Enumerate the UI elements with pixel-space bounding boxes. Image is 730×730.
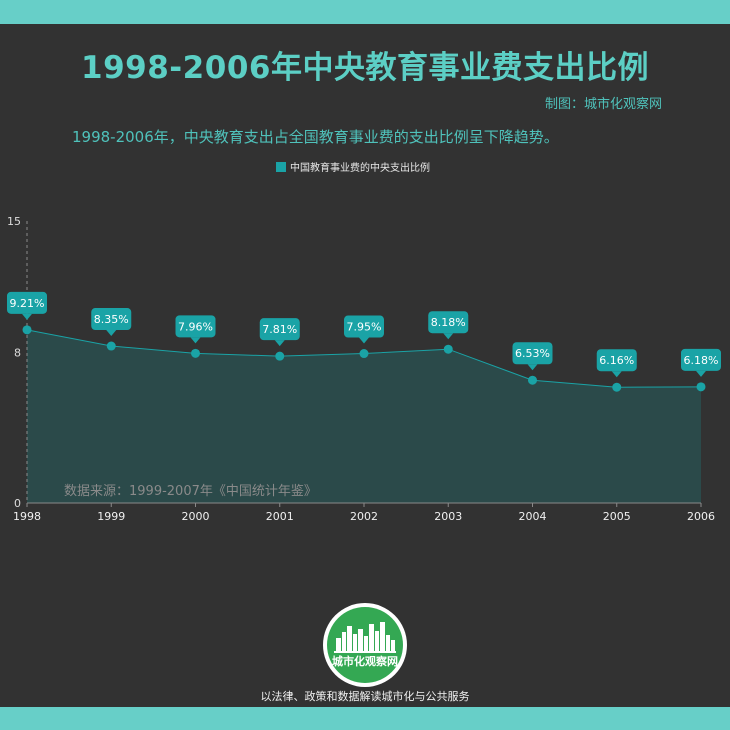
data-point xyxy=(22,325,32,335)
source-note: 数据来源：1999-2007年《中国统计年鉴》 xyxy=(64,484,317,499)
slogan: 以法律、政策和数据解读城市化与公共服务 xyxy=(260,690,470,703)
data-label: 8.35% xyxy=(94,313,129,326)
data-label-pointer xyxy=(106,330,117,337)
data-label-pointer xyxy=(611,371,622,378)
data-label: 6.18% xyxy=(684,354,719,367)
legend-label: 中国教育事业费的中央支出比例 xyxy=(290,163,430,174)
data-label-pointer xyxy=(22,313,32,320)
data-label-box xyxy=(681,348,721,371)
data-point xyxy=(359,349,369,359)
data-label-box xyxy=(175,315,216,338)
x-tick-label: 2005 xyxy=(603,510,631,523)
data-label-pointer xyxy=(443,333,454,340)
data-label-pointer xyxy=(696,370,706,377)
data-label-box xyxy=(344,315,384,338)
x-tick-label: 2004 xyxy=(519,510,547,523)
data-point xyxy=(275,351,285,361)
x-tick-label: 2006 xyxy=(687,510,715,523)
x-tick-label: 2000 xyxy=(182,510,210,523)
data-label-pointer xyxy=(527,364,538,371)
data-label-pointer xyxy=(190,337,201,344)
data-point xyxy=(612,382,622,392)
bottom-band xyxy=(0,707,730,730)
legend: 中国教育事业费的中央支出比例 xyxy=(276,159,430,174)
chart-title: 1998-2006年中央教育事业费支出比例 xyxy=(81,50,649,86)
legend-swatch xyxy=(276,161,286,172)
data-label-box xyxy=(428,311,469,334)
data-label: 9.21% xyxy=(10,297,45,310)
x-tick-label: 2002 xyxy=(350,510,378,523)
data-label: 7.95% xyxy=(347,321,382,334)
data-label-box xyxy=(259,318,300,341)
data-point xyxy=(528,375,537,385)
city-skyline-icon xyxy=(334,622,396,653)
data-label-box xyxy=(596,349,637,372)
data-label-box xyxy=(7,291,47,314)
x-tick-label: 2001 xyxy=(266,510,294,523)
x-tick-label: 2003 xyxy=(434,510,462,523)
data-label: 7.96% xyxy=(178,320,213,333)
data-label: 6.16% xyxy=(599,354,634,367)
data-label: 7.81% xyxy=(262,323,297,336)
top-band xyxy=(0,0,730,24)
data-label-box xyxy=(91,308,132,331)
x-tick-label: 1999 xyxy=(97,510,125,523)
x-tick-label: 1998 xyxy=(13,510,41,523)
data-point xyxy=(191,348,200,358)
data-label: 8.18% xyxy=(431,316,466,329)
data-point xyxy=(443,344,453,354)
chart-subtitle: 1998-2006年，中央教育支出占全国教育事业费的支出比例呈下降趋势。 xyxy=(72,128,559,146)
y-tick-label: 8 xyxy=(14,347,21,360)
logo: 城市化观察网 xyxy=(323,603,407,687)
data-point xyxy=(696,382,706,392)
series-area xyxy=(27,329,701,503)
area-chart: 0 8 15 1998 1999 2000 2001 2002 2003 2004 2005 2006… xyxy=(7,215,721,523)
data-label-pointer xyxy=(274,340,285,347)
y-tick-label: 15 xyxy=(7,215,21,228)
credit-label: 制图：城市化观察网 xyxy=(544,97,662,112)
data-point xyxy=(106,341,116,351)
data-label-pointer xyxy=(359,337,369,344)
data-label-box xyxy=(512,342,553,365)
data-label: 6.53% xyxy=(515,347,550,360)
y-tick-label: 0 xyxy=(14,497,21,510)
logo-text: 城市化观察网 xyxy=(332,654,398,668)
